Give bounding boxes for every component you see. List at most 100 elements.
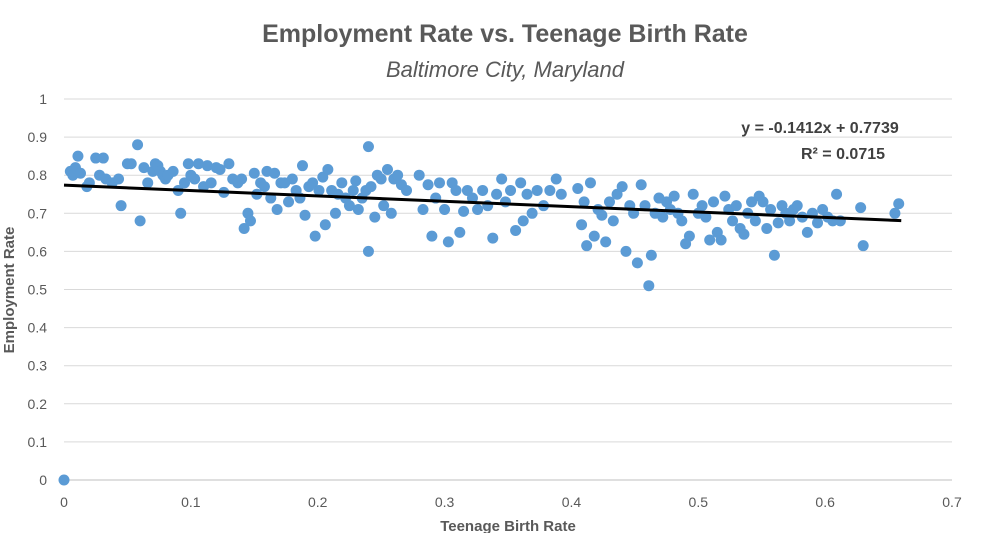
y-tick-label: 1 [39,91,47,107]
data-point [97,152,109,164]
data-point [175,207,187,219]
data-point [313,184,325,196]
data-point [369,211,381,223]
y-tick-label: 0.7 [28,205,48,221]
data-point [517,215,529,227]
data-point [510,224,522,236]
y-tick-label: 0.9 [28,129,48,145]
data-point [544,184,556,196]
data-point [607,215,619,227]
data-point [588,230,600,242]
data-point [322,163,334,175]
data-point [855,202,867,214]
data-point [223,158,235,170]
data-point [550,173,562,185]
data-point [521,188,533,200]
data-point [189,173,201,185]
data-point [244,215,256,227]
data-point [772,217,784,229]
data-point [687,188,699,200]
data-point [496,173,508,185]
data-point [668,190,680,202]
y-tick-label: 0.5 [28,282,48,298]
data-point [269,167,281,179]
data-point [472,203,484,215]
y-tick-label: 0 [39,472,47,488]
data-point [299,209,311,221]
data-point [784,215,796,227]
y-tick-label: 0.1 [28,434,48,450]
data-point [831,188,843,200]
data-point [749,215,761,227]
data-point [893,198,905,210]
x-axis-title: Teenage Birth Rate [440,518,576,533]
gridlines [64,98,952,481]
data-point [138,162,150,174]
data-point [505,184,517,196]
y-tick-label: 0.8 [28,167,48,183]
data-point [746,196,758,208]
data-point [676,215,688,227]
data-point [365,181,377,193]
data-point [179,177,191,189]
data-point [531,184,543,196]
data-point [417,203,429,215]
data-point [236,173,248,185]
data-point [620,245,632,257]
data-point [791,200,803,212]
data-point [708,196,720,208]
data-point [889,207,901,219]
data-point [385,207,397,219]
data-point [499,196,511,208]
data-point [768,249,780,261]
data-point [113,173,125,185]
data-point [362,141,374,153]
data-point [350,175,362,187]
y-tick-label: 0.6 [28,243,48,259]
data-point [309,230,321,242]
data-point [182,158,194,170]
x-tick-label: 0.3 [435,494,455,510]
data-point [271,203,283,215]
data-point [167,165,179,177]
data-point [645,249,657,261]
data-point [727,215,739,227]
data-point [378,200,390,212]
data-point [401,184,413,196]
data-point [578,196,590,208]
data-point [347,184,359,196]
chart-subtitle: Baltimore City, Maryland [386,57,625,82]
data-point [115,200,127,212]
data-point [719,190,731,202]
y-tick-label: 0.4 [28,320,48,336]
y-axis-title: Employment Rate [1,227,18,354]
data-point [730,200,742,212]
data-point [413,169,425,181]
data-point [201,160,213,172]
data-point [596,209,608,221]
data-point [319,219,331,231]
data-point [439,203,451,215]
data-point [765,203,777,215]
data-point [757,196,769,208]
data-point [142,177,154,189]
data-point [738,228,750,240]
data-point [576,219,588,231]
data-point [442,236,454,248]
data-point [283,196,295,208]
data-point [205,177,217,189]
y-axis-ticks: 0 0.1 0.2 0.3 0.4 0.5 0.6 0.7 0.8 0.9 1 [28,91,48,488]
r-squared-label: R² = 0.0715 [801,146,885,163]
data-point [192,158,204,170]
data-point [286,173,298,185]
data-point [801,226,813,238]
data-point [491,188,503,200]
data-point [631,257,643,269]
data-point [657,211,669,223]
chart-title: Employment Rate vs. Teenage Birth Rate [262,20,748,48]
data-point [336,177,348,189]
data-point [214,163,226,175]
data-point [696,200,708,212]
data-point [132,139,144,151]
